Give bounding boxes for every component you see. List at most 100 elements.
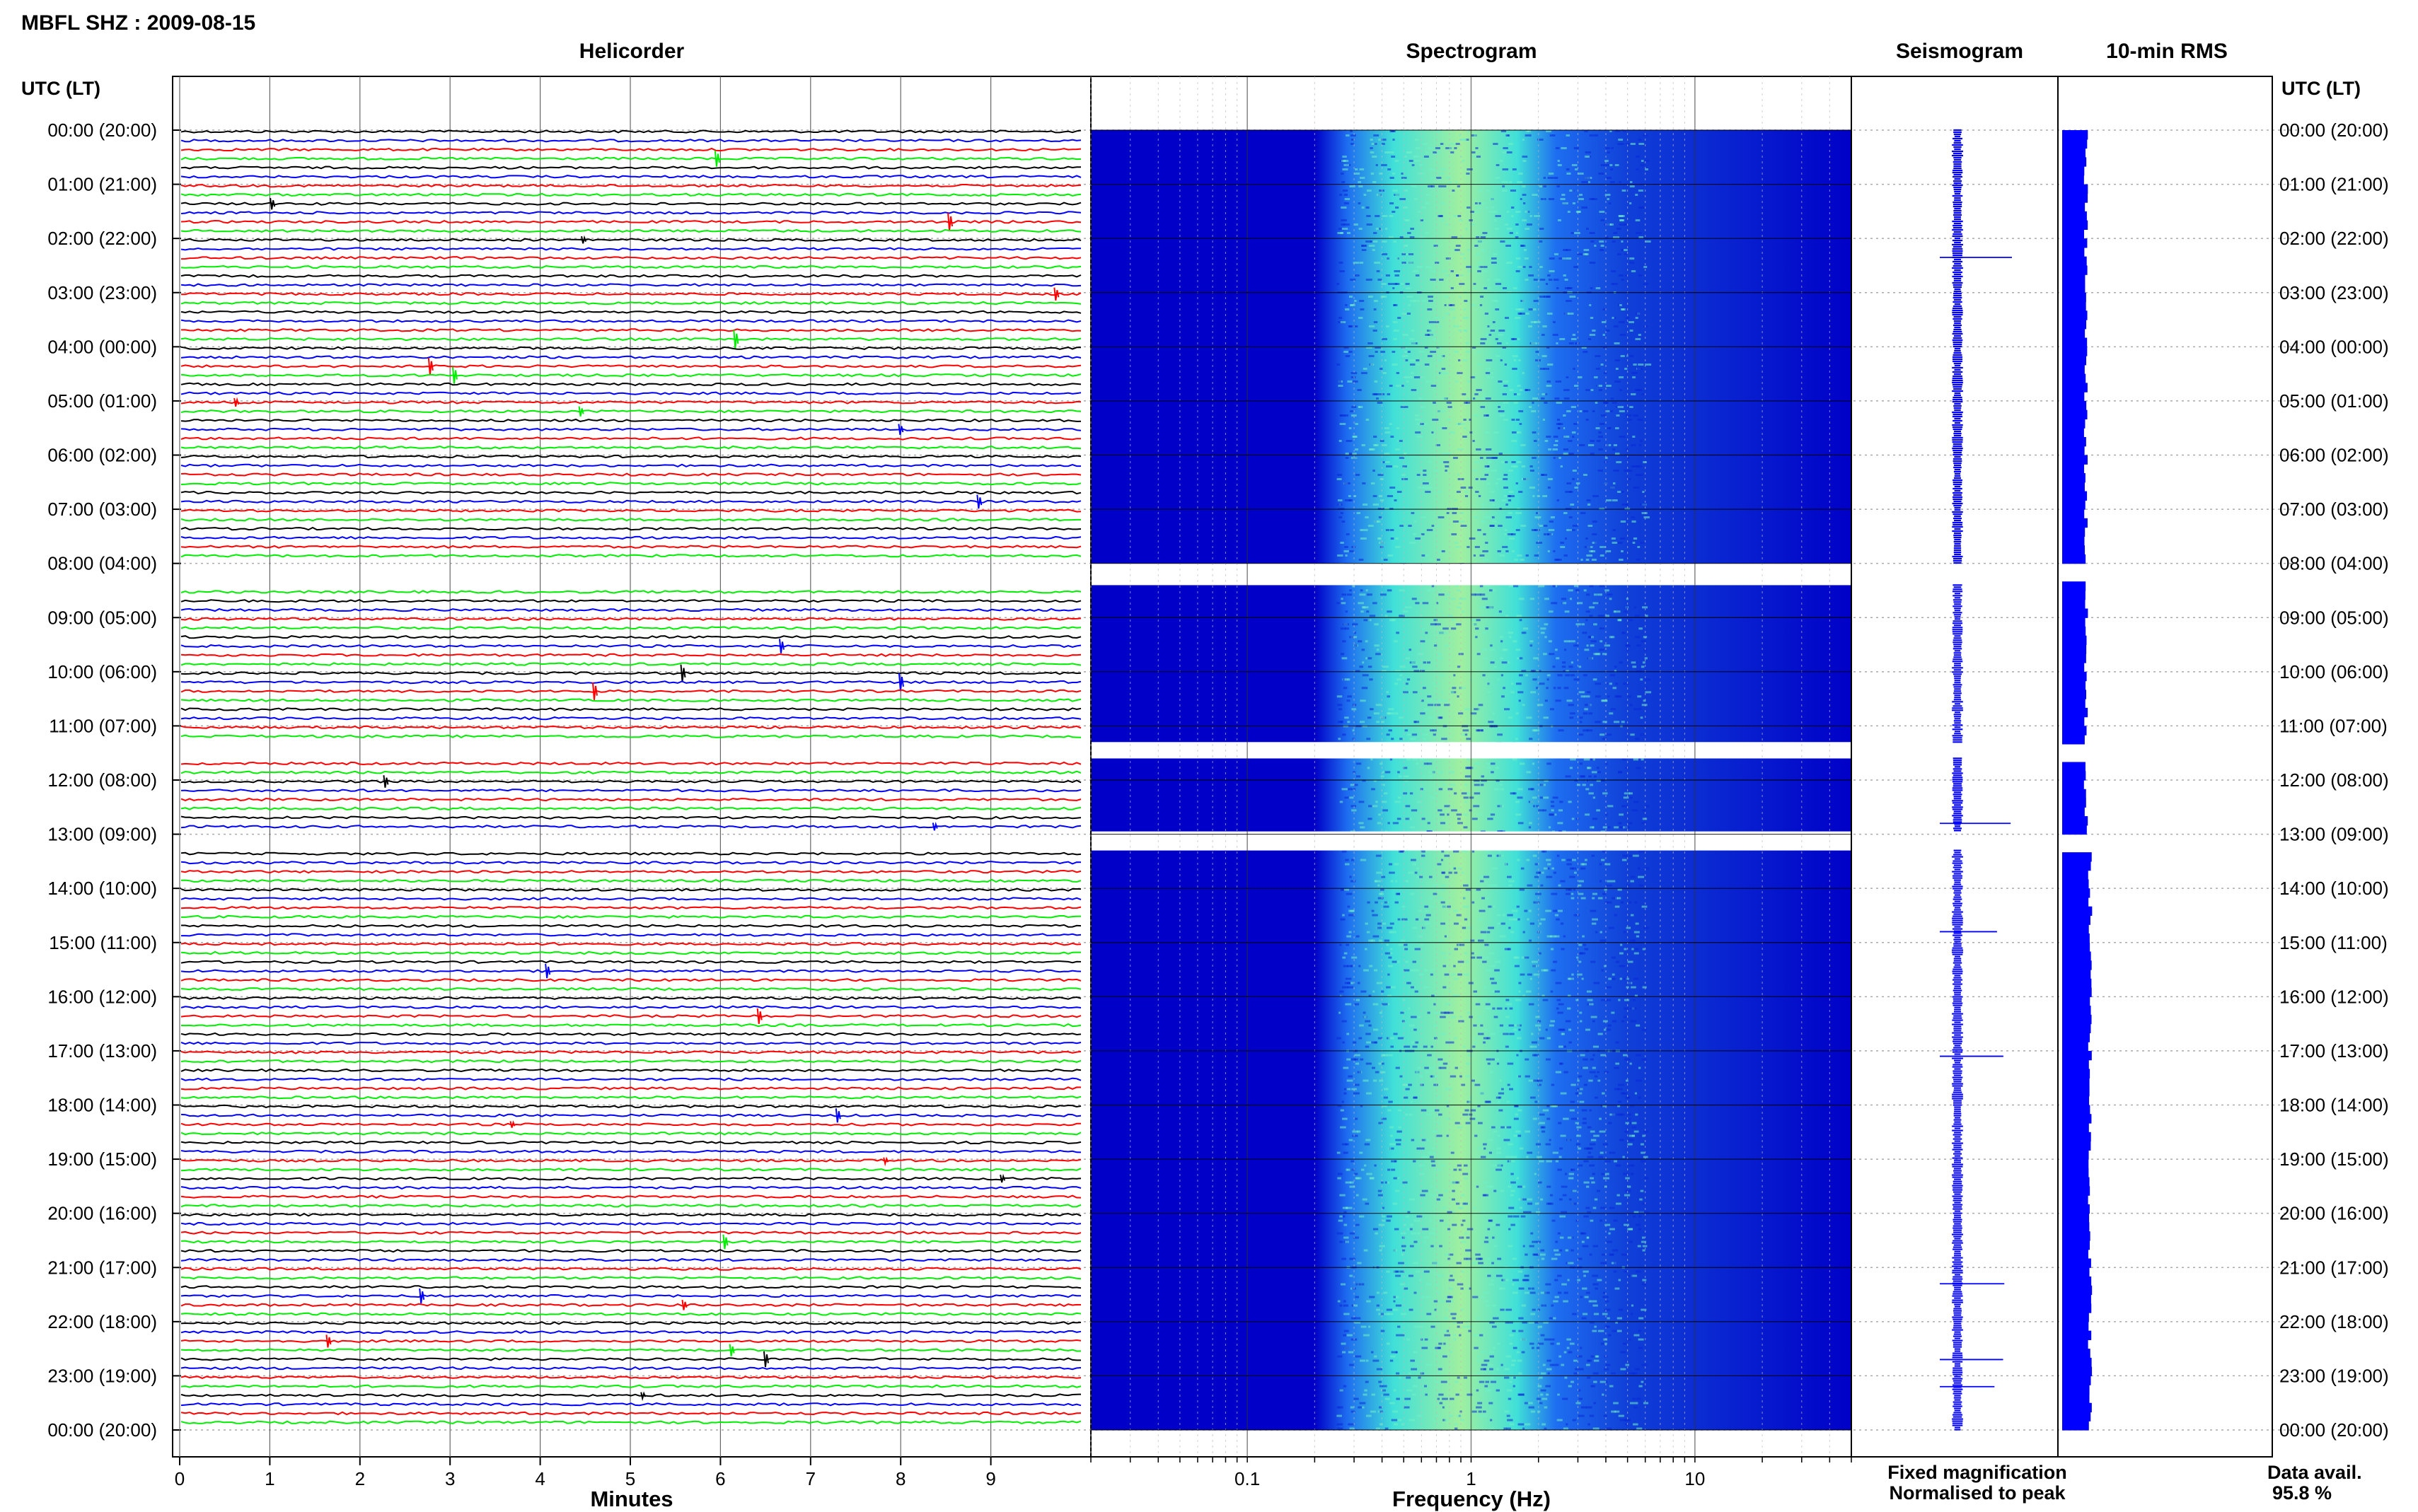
helicorder-trace [180,689,1082,693]
rms-bar [2062,211,2087,221]
helicorder-event [976,494,983,509]
rms-bar [2062,1006,2091,1016]
helicorder-trace [180,1059,1082,1064]
helicorder-trace [180,978,1082,982]
helicorder-trace [180,996,1082,1000]
time-tick-labels-right: 00:00 (20:00) 01:00 (21:00) 02:00 (22:00) 0… [2279,120,2389,1441]
rms-bar [2062,184,2088,194]
rms-bar [2062,545,2086,555]
time-tick-label: 00:00 (20:00) [47,120,157,141]
rms-frame [2057,76,2273,1458]
helicorder-trace [180,1077,1082,1081]
time-tick-label: 14:00 (10:00) [2279,878,2389,899]
helicorder-trace [180,1194,1082,1199]
rms-bar [2062,608,2088,618]
rms-bar [2062,409,2088,420]
helicorder-trace [180,680,1082,685]
helicorder-trace [180,1168,1082,1172]
helicorder-trace [180,1402,1082,1407]
helicorder-trace [180,1267,1082,1271]
rms-bar [2062,726,2087,735]
helicorder-trace [180,409,1082,414]
helicorder-trace [180,1023,1082,1028]
rms-title: 10-min RMS [2106,40,2228,63]
helicorder-trace [181,924,1082,928]
helicorder-trace [180,482,1082,486]
helicorder-trace [180,635,1082,639]
helicorder-plot [179,76,1082,1465]
helicorder-trace [180,247,1082,251]
rms-bar [2062,130,2088,140]
helicorder-trace [180,192,1082,197]
rms-bar [2062,1213,2090,1223]
rms-bar [2062,663,2085,673]
helicorder-trace [180,716,1082,721]
helicorder-event [681,1299,688,1310]
rms-bar [2062,1330,2092,1340]
helicorder-event [383,775,389,788]
helicorder-trace [180,1231,1082,1235]
time-tick-label: 09:00 (05:00) [2279,607,2389,628]
rms-bar [2062,1339,2088,1349]
rms-bar [2062,320,2087,330]
minutes-tick-label: 5 [625,1468,635,1489]
time-tick-label: 08:00 (04:00) [2279,553,2389,574]
minutes-tick-label: 8 [896,1468,906,1489]
time-tick-label: 01:00 (21:00) [47,174,157,195]
rms-bar [2062,356,2087,366]
rms-bar [2062,1421,2089,1431]
rms-bar [2062,527,2086,537]
helicorder-trace [180,861,1082,865]
rms-bar [2062,690,2087,699]
figure-title: MBFL SHZ : 2009-08-15 [21,11,255,35]
rms-bar [2062,554,2086,564]
rms-bar [2062,617,2086,627]
helicorder-trace [180,1375,1082,1380]
helicorder-trace [180,274,1082,278]
time-tick-label: 23:00 (19:00) [2279,1365,2389,1386]
helicorder-trace [180,1122,1082,1127]
helicorder-trace [180,472,1082,477]
rms-bar [2062,1150,2089,1160]
time-tick-label: 03:00 (23:00) [2279,282,2389,303]
helicorder-trace [180,554,1082,558]
helicorder-trace [180,1050,1082,1054]
rms-bar [2062,1303,2092,1313]
rms-bar [2062,536,2085,546]
rms-bar [2062,1168,2089,1178]
helicorder-event [763,1351,769,1368]
helicorder-trace [180,139,1082,143]
helicorder-trace [180,355,1082,359]
rms-bar [2062,699,2086,709]
seismogram-title: Seismogram [1896,40,2023,63]
helicorder-trace [180,599,1082,603]
helicorder-trace [180,1393,1082,1397]
rms-bar [2062,464,2085,474]
rms-bar [2062,807,2085,817]
rms-bar [2062,906,2093,917]
helicorder-trace [180,1005,1082,1009]
helicorder-trace [180,165,1081,170]
rms-bar [2062,1023,2091,1033]
helicorder-trace [180,445,1082,450]
data-availability-value: 95.8 % [2272,1482,2332,1504]
helicorder-trace [180,698,1082,702]
helicorder-trace [180,897,1082,901]
helicorder-trace [180,1068,1082,1073]
helicorder-trace [180,427,1082,431]
helicorder-trace [180,825,1082,829]
helicorder-trace [180,653,1082,658]
rms-bar [2062,1294,2091,1304]
helicorder-trace [180,382,1082,387]
rms-bar [2062,1114,2092,1124]
rms-bar [2062,1267,2090,1277]
time-tick-label: 02:00 (22:00) [47,228,157,249]
rms-bar [2062,1240,2090,1250]
helicorder-event [680,664,686,682]
rms-bar [2062,1033,2090,1042]
frequency-tick-label: 1 [1466,1468,1476,1489]
helicorder-event [1000,1173,1006,1183]
time-tick-label: 12:00 (08:00) [47,769,157,791]
time-tick-label: 17:00 (13:00) [2279,1040,2389,1062]
helicorder-trace [180,463,1081,468]
